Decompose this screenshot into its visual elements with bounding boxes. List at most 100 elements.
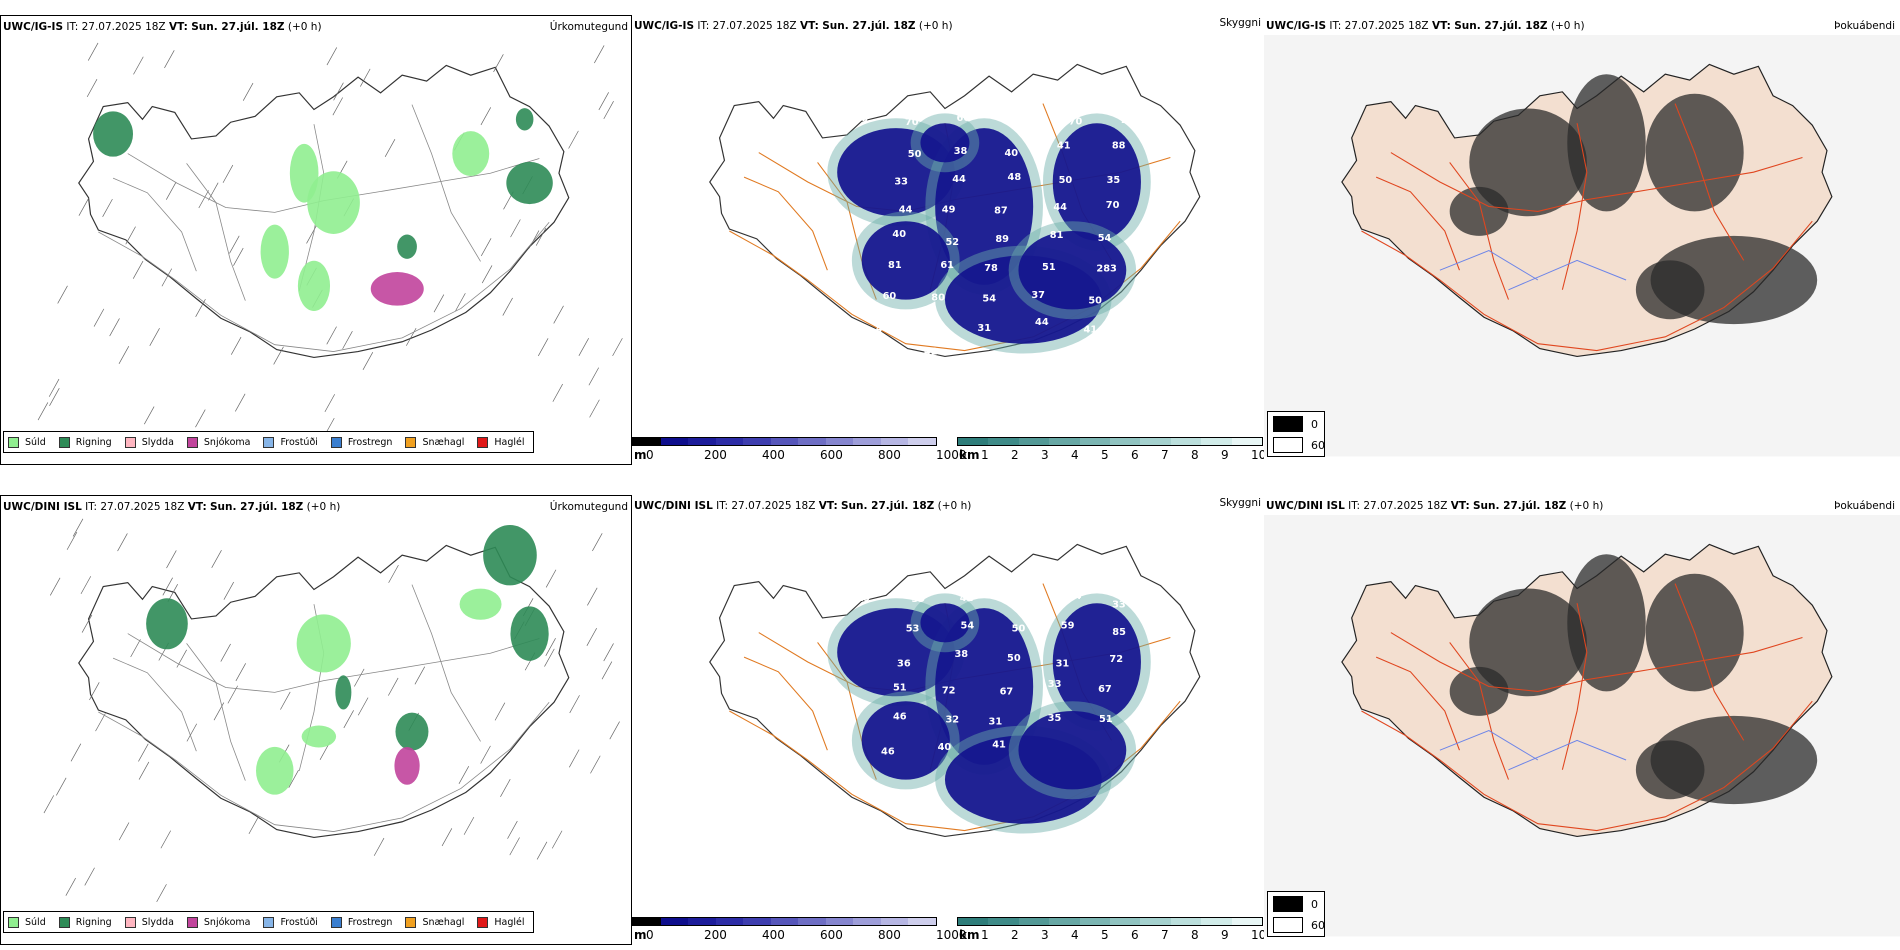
it-label: IT: [1348,500,1361,512]
scale-unit: km [959,928,980,942]
wind-barb [601,661,613,680]
scale-tick-label: 9 [1221,928,1229,942]
wind-barb [603,101,614,120]
legend-item: Haglél [477,436,525,448]
scale-step [825,438,854,445]
scale-bar [632,437,937,446]
wind-barb [117,533,128,552]
scale-tick-label: 6 [1131,928,1139,942]
cloud-height-label: 33 [1048,679,1062,690]
it-value: 27.07.2025 18Z [1344,20,1429,32]
precip-area [395,712,429,751]
scale-tick-label: 800 [878,928,901,942]
scale-tick-label: 10 [1251,928,1264,942]
scale-tick-label: 800 [878,448,901,462]
vt-value: Sun. 27.júl. 18Z [822,20,916,32]
scale-tick-label: 5 [1101,448,1109,462]
wind-barb [441,828,453,847]
panel-title: Þokuábendi [1834,20,1895,32]
scale-tick-label: 7 [1161,448,1169,462]
fog-legend-swatch [1273,437,1303,453]
scale-step [715,438,744,445]
scale-step [880,918,909,925]
cloud-base-area [1052,123,1141,241]
panel-header: UWC/DINI ISL IT: 27.07.2025 18Z VT: Sun.… [634,500,971,512]
panel-header: UWC/IG-IS IT: 27.07.2025 18Z VT: Sun. 27… [3,21,322,33]
wind-barb [569,695,580,714]
cloud-height-label: 53 [906,623,920,634]
cloud-height-label: 41 [1015,596,1029,607]
cloud-height-label: 54 [982,294,996,305]
wind-barb [138,743,149,762]
scale-step [958,438,989,445]
wind-barb [78,197,90,216]
cloud-base-scale: m 0 200 400 600 800 1000 [632,915,967,945]
precip-area [335,675,352,710]
road-line [1674,103,1745,261]
visibility-map: 19 39 42 41 54 33 53 54 50 59 85 36 38 50 31 72 51 72 67 33… [709,543,1201,838]
wind-barb [324,394,335,413]
visibility-panel-row2: 19 39 42 41 54 33 53 54 50 59 85 36 38 50 31 72 51 72 67 33… [632,495,1264,945]
cloud-height-label: 51 [1099,714,1113,725]
scale-tick-label: 0 [646,448,654,462]
fog-legend-item: 60 [1273,437,1325,453]
cloud-height-label: 54 [1098,233,1112,244]
wind-barb [198,190,209,209]
fog-index-panel-row1: UWC/IG-IS IT: 27.07.2025 18Z VT: Sun. 27… [1264,15,1900,465]
vt-value: Sun. 27.júl. 18Z [210,501,304,513]
panel-title: Úrkomutegund [549,501,628,513]
lead-time: (+0 h) [937,500,972,512]
wind-barb [72,518,84,537]
precip-area [515,108,534,131]
cloud-height-label: 85 [1112,627,1126,638]
cloud-height-label: 80 [931,292,945,303]
legend-item: Slydda [124,916,174,928]
cloud-height-label: 31 [1056,658,1070,669]
cloud-base-area [861,701,950,780]
cloud-height-label: 41 [992,740,1006,751]
legend-item: Snæhagl [405,916,464,928]
vt-value: Sun. 27.júl. 18Z [1454,20,1548,32]
it-value: 27.07.2025 18Z [1363,500,1448,512]
fog-area [1567,554,1646,692]
scale-tick-label: 8 [1191,448,1199,462]
wind-barb [156,884,167,903]
fog-legend-swatch [1273,917,1303,933]
wind-barb [57,285,68,304]
vt-label: VT: [187,501,207,513]
wind-barb [288,769,299,788]
wind-barb [248,816,260,835]
scale-step [1079,918,1111,925]
cloud-height-label: 39 [911,594,925,605]
precip-area [260,224,289,279]
cloud-height-label: 52 [945,237,959,248]
wind-barb [342,331,353,350]
legend-item: Snjókoma [186,916,251,928]
wind-barb [493,54,504,73]
wind-barb [609,721,620,740]
legend-label: Snjókoma [203,916,251,928]
wind-barb [463,816,475,835]
road-line [1361,700,1813,832]
wind-barb [138,761,150,780]
wind-barb [80,576,92,595]
precip-area [506,161,553,205]
cloud-height-label: 44 [1035,317,1049,328]
wind-barb [235,393,246,412]
wind-barb [458,765,470,784]
cloud-base-area [935,128,1034,285]
scale-bar [957,917,1263,926]
legend-label: Snæhagl [422,436,465,448]
wind-barb [166,550,177,569]
scale-step [715,918,744,925]
cloud-height-label: 61 [940,260,954,271]
wind-barb [384,138,396,157]
cloud-height-label: 19 [857,593,871,604]
legend-item: Haglél [477,916,525,928]
fog-legend-label: 0 [1311,897,1318,911]
legend-swatch [186,436,198,448]
it-value: 27.07.2025 18Z [81,21,166,33]
wind-barb [433,294,445,313]
wind-barb [242,82,254,101]
panel-title: Skyggni [1219,497,1262,509]
